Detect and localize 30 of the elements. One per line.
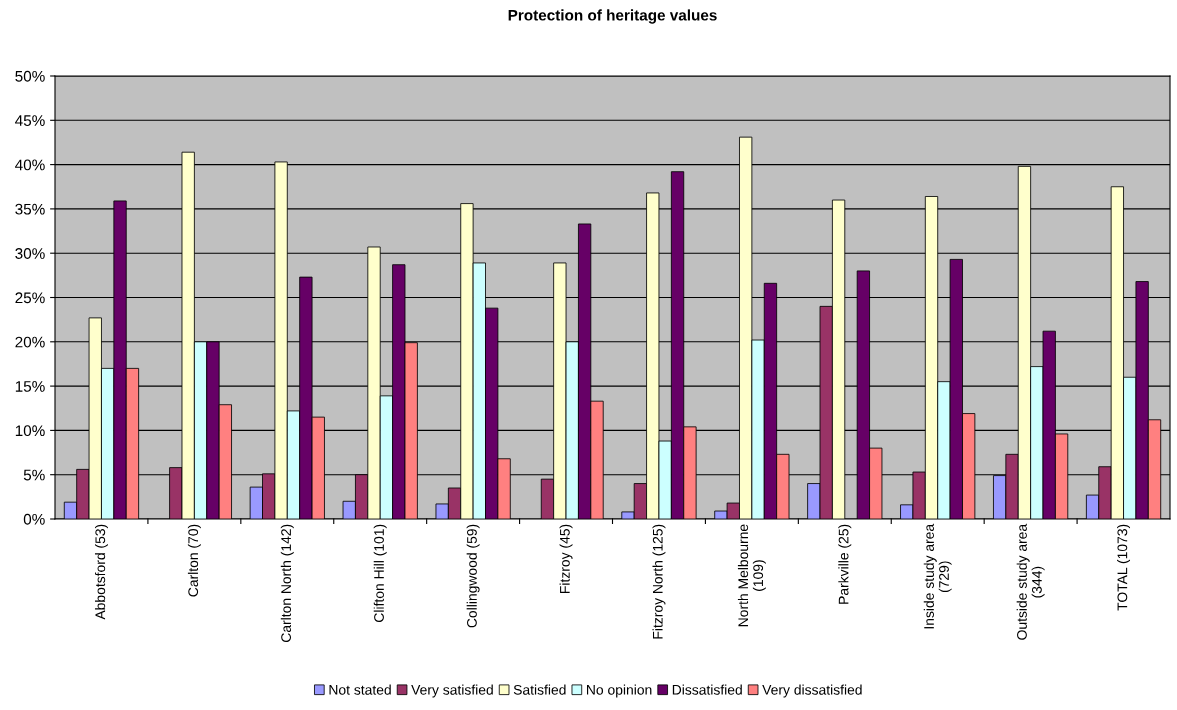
chart-title: Protection of heritage values [508,9,717,24]
x-tick-label: Carlton North (142) [280,524,294,643]
legend-label: Very satisfied [411,684,493,698]
y-tick-label: 0% [23,513,45,525]
y-tick-label: 40% [15,159,45,171]
x-tick-label: North Melbourne (109) [737,524,766,627]
y-tick-label: 5% [23,469,45,481]
x-tick-label: Collingwood (59) [466,524,480,628]
x-tick-label: TOTAL (1073) [1117,524,1131,611]
x-tick-label: Outside study area (344) [1016,523,1045,640]
legend-label: No opinion [587,684,652,698]
y-tick-label: 25% [15,292,45,304]
x-tick-label: Carlton (70) [187,524,201,597]
legend-label: Dissatisfied [672,684,742,695]
x-tick-label: Parkville (25) [838,524,852,604]
x-tick-label: Fitzroy North (125) [652,524,666,639]
legend-label: Very dissatisfied [762,684,862,698]
x-tick-label: Clifton Hill (101) [373,524,387,622]
y-tick-label: 10% [15,425,45,437]
x-tick-label: Inside study area (729) [923,523,952,629]
y-tick-label: 45% [15,115,45,126]
y-tick-label: 35% [15,203,45,215]
y-tick-label: 15% [15,381,45,392]
legend-label: Not stated [329,684,391,695]
x-tick-label: Abbotsford (53) [94,524,108,620]
y-tick-label: 30% [15,248,45,259]
x-tick-label: Fitzroy (45) [559,524,573,593]
y-tick-label: 20% [15,336,45,348]
y-tick-label: 50% [15,70,45,82]
legend-label: Satisfied [513,684,566,695]
